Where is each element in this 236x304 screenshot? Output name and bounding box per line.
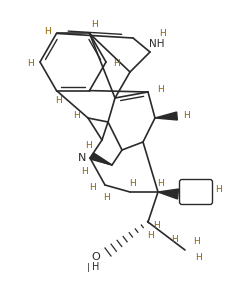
Polygon shape	[155, 112, 177, 120]
Text: H: H	[92, 262, 100, 272]
FancyBboxPatch shape	[180, 179, 212, 205]
Text: H: H	[44, 27, 51, 36]
Polygon shape	[158, 189, 178, 199]
Text: H: H	[55, 96, 62, 105]
Text: H: H	[85, 140, 91, 150]
Text: O: O	[92, 252, 100, 262]
Text: H: H	[184, 110, 190, 119]
Text: NH: NH	[149, 39, 165, 49]
Text: H: H	[129, 178, 135, 188]
Text: H: H	[91, 20, 98, 29]
Text: H: H	[104, 192, 110, 202]
Text: H: H	[172, 236, 178, 244]
Text: H: H	[27, 60, 33, 68]
Polygon shape	[91, 153, 112, 165]
Text: H: H	[215, 185, 221, 194]
Text: H: H	[157, 85, 163, 94]
Text: H: H	[194, 237, 200, 247]
Text: H: H	[90, 182, 96, 192]
Text: H: H	[82, 168, 88, 177]
Text: H: H	[113, 60, 119, 68]
Text: H: H	[148, 232, 154, 240]
Text: H: H	[160, 29, 166, 39]
Text: N: N	[78, 153, 86, 163]
Text: |: |	[87, 262, 89, 271]
Text: H: H	[157, 178, 163, 188]
Text: Os: Os	[189, 187, 203, 197]
Text: H: H	[73, 110, 79, 119]
Text: H: H	[196, 254, 202, 262]
Text: H: H	[153, 220, 159, 230]
